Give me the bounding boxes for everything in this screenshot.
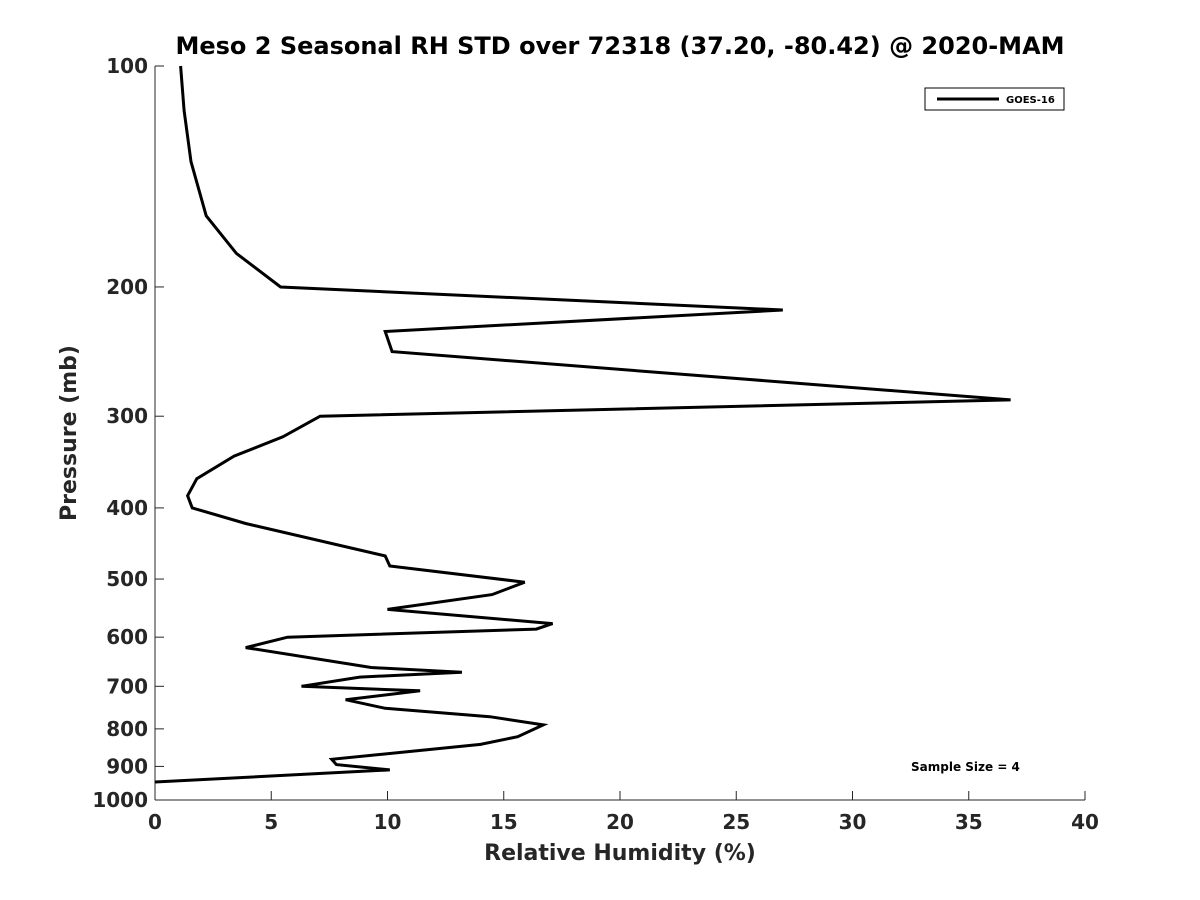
legend-label-goes-16: GOES-16 [1006,95,1055,106]
y-tick-label: 1000 [92,788,148,812]
x-tick-label: 40 [1071,810,1099,834]
y-tick-label: 200 [106,275,148,299]
y-tick-label: 400 [106,496,148,520]
y-tick-label: 800 [106,717,148,741]
x-tick-label: 10 [374,810,402,834]
x-tick-label: 30 [839,810,867,834]
plot-area [155,66,1085,800]
x-tick-label: 15 [490,810,518,834]
chart-title: Meso 2 Seasonal RH STD over 72318 (37.20… [175,32,1064,60]
series-layer [154,65,1011,784]
x-tick-label: 35 [955,810,983,834]
x-axis-ticks: 0 5 10 15 20 25 30 35 40 [148,791,1099,834]
sample-size-annotation: Sample Size = 4 [911,760,1020,774]
x-tick-label: 5 [264,810,278,834]
legend: GOES-16 [924,87,1065,111]
x-tick-label: 25 [722,810,750,834]
series-line-goes-16 [154,65,1011,784]
x-tick-label: 0 [148,810,162,834]
y-axis-label: Pressure (mb) [57,345,82,521]
y-tick-label: 500 [106,567,148,591]
y-axis-ticks: 100 200 300 400 500 600 700 800 900 1000 [92,54,164,812]
y-tick-label: 300 [106,404,148,428]
x-tick-label: 20 [606,810,634,834]
y-tick-label: 900 [106,754,148,778]
y-tick-label: 600 [106,625,148,649]
y-tick-label: 100 [106,54,148,78]
y-tick-label: 700 [106,674,148,698]
x-axis-label: Relative Humidity (%) [484,841,756,866]
